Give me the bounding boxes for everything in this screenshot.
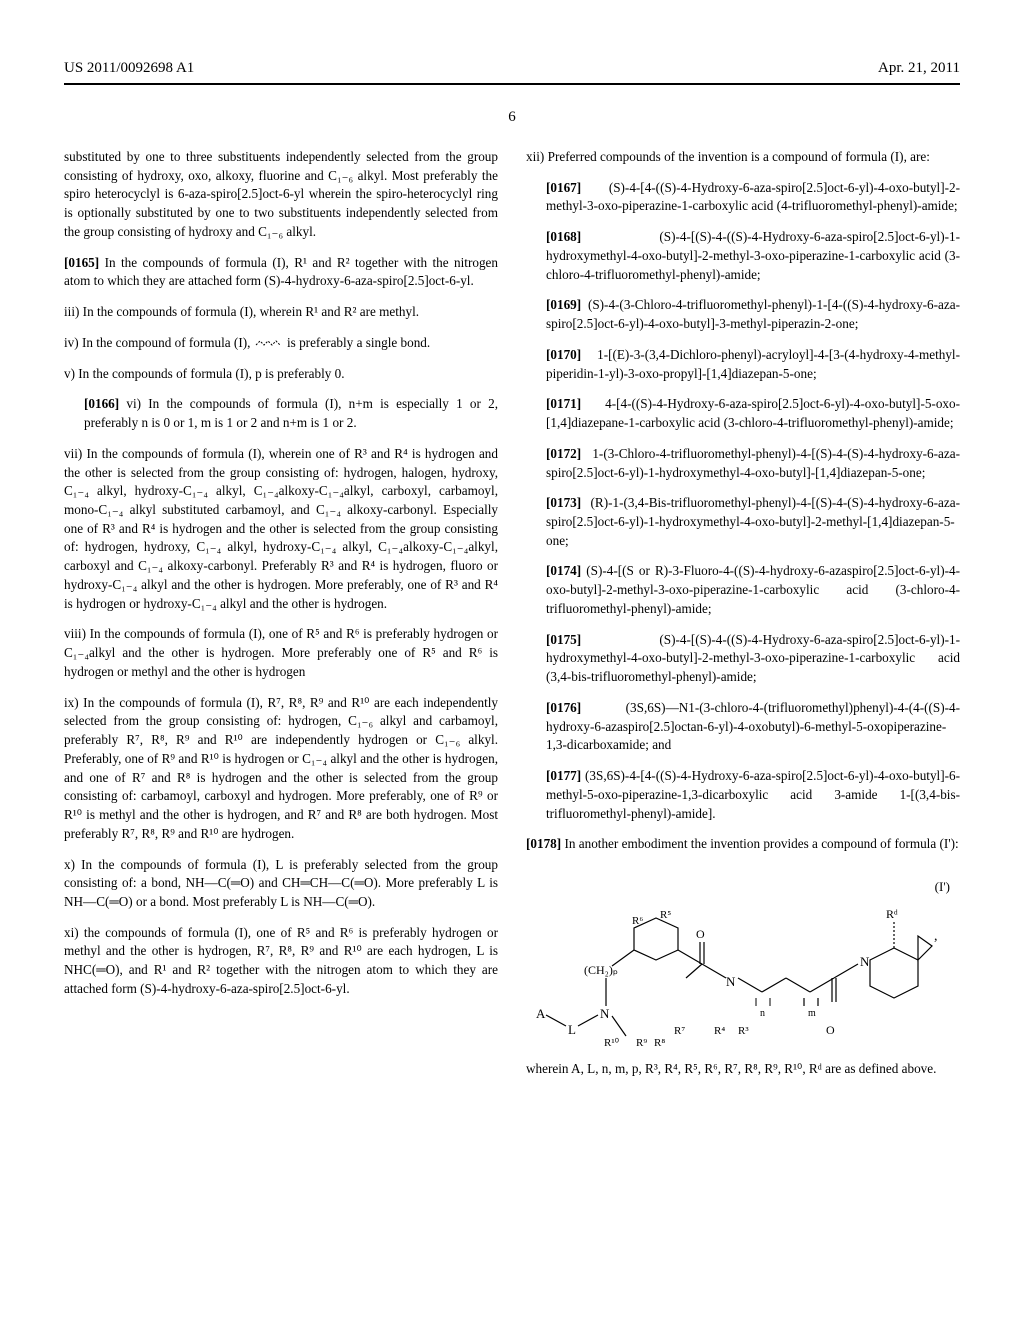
para-ref: [0165] (64, 255, 99, 270)
para-ref: [0174] (546, 563, 581, 578)
atom-label: R⁵ (660, 909, 671, 921)
body-text: iii) In the compounds of formula (I), wh… (64, 303, 498, 322)
atom-label: R⁸ (654, 1037, 665, 1048)
page-header: US 2011/0092698 A1 Apr. 21, 2011 (64, 60, 960, 77)
para-ref: [0175] (546, 632, 581, 647)
chemical-structure-icon: A L N (CH₂)ₚ R⁶ R⁵ (526, 878, 946, 1048)
body-span: (3S,6S)-4-[4-((S)-4-Hydroxy-6-aza-spiro[… (546, 768, 960, 820)
atom-label: L (568, 1022, 576, 1037)
atom-label: n (760, 1008, 765, 1019)
body-span: iv) In the compound of formula (I), (64, 335, 254, 350)
list-item: [0177] (3S,6S)-4-[4-((S)-4-Hydroxy-6-aza… (526, 767, 960, 823)
body-text: xii) Preferred compounds of the inventio… (526, 148, 960, 167)
atom-label: N (726, 974, 736, 989)
formula-label: (I') (935, 878, 950, 896)
atom-label: R⁶ (632, 915, 643, 927)
header-rule (64, 83, 960, 85)
para-ref: [0173] (546, 495, 581, 510)
atom-label: O (696, 927, 705, 941)
para-ref: [0166] (84, 396, 119, 411)
text-columns: substituted by one to three substituents… (64, 148, 960, 1091)
para-ref: [0176] (546, 700, 581, 715)
body-text: [0166] vi) In the compounds of formula (… (64, 395, 498, 432)
right-column: xii) Preferred compounds of the inventio… (526, 148, 960, 1091)
list-item: [0170] 1-[(E)-3-(3,4-Dichloro-phenyl)-ac… (526, 346, 960, 383)
list-item: [0175] (S)-4-[(S)-4-((S)-4-Hydroxy-6-aza… (526, 631, 960, 687)
body-text: [0178] In another embodiment the inventi… (526, 835, 960, 854)
atom-label: Rᵈ (886, 907, 898, 921)
para-ref: [0170] (546, 347, 581, 362)
list-item: [0176] (3S,6S)—N1-(3-chloro-4-(trifluoro… (526, 699, 960, 755)
para-ref: [0177] (546, 768, 581, 783)
body-span: (S)-4-[(S)-4-((S)-4-Hydroxy-6-aza-spiro[… (546, 632, 960, 684)
para-ref: [0168] (546, 229, 581, 244)
atom-label: O (826, 1023, 835, 1037)
body-span: (S)-4-[(S)-4-((S)-4-Hydroxy-6-aza-spiro[… (546, 229, 960, 281)
body-span: (R)-1-(3,4-Bis-trifluoromethyl-phenyl)-4… (546, 495, 960, 547)
body-text: v) In the compounds of formula (I), p is… (64, 365, 498, 384)
body-span: (S)-4-[4-((S)-4-Hydroxy-6-aza-spiro[2.5]… (546, 180, 960, 214)
body-span: (S)-4-[(S or R)-3-Fluoro-4-((S)-4-hydrox… (546, 563, 960, 615)
body-text: substituted by one to three substituents… (64, 148, 498, 242)
atom-label: R¹⁰ (604, 1037, 620, 1048)
list-item: [0171] 4-[4-((S)-4-Hydroxy-6-aza-spiro[2… (526, 395, 960, 432)
body-text: viii) In the compounds of formula (I), o… (64, 625, 498, 681)
body-span: 1-[(E)-3-(3,4-Dichloro-phenyl)-acryloyl]… (546, 347, 960, 381)
page-container: US 2011/0092698 A1 Apr. 21, 2011 6 subst… (0, 0, 1024, 1131)
doc-date: Apr. 21, 2011 (878, 60, 960, 77)
body-text: x) In the compounds of formula (I), L is… (64, 856, 498, 912)
body-span: (3S,6S)—N1-(3-chloro-4-(trifluoromethyl)… (546, 700, 960, 752)
body-span: (S)-4-(3-Chloro-4-trifluoromethyl-phenyl… (546, 297, 960, 331)
list-item: [0172] 1-(3-Chloro-4-trifluoromethyl-phe… (526, 445, 960, 482)
para-ref: [0167] (546, 180, 581, 195)
atom-label: R⁹ (636, 1037, 647, 1048)
list-item: [0169] (S)-4-(3-Chloro-4-trifluoromethyl… (526, 296, 960, 333)
doc-number: US 2011/0092698 A1 (64, 60, 194, 77)
atom-label: R³ (738, 1025, 749, 1037)
chemical-formula: (I') A L N (CH₂)ₚ (526, 878, 960, 1048)
body-text: ix) In the compounds of formula (I), R⁷,… (64, 694, 498, 844)
body-text: [0165] In the compounds of formula (I), … (64, 254, 498, 291)
para-ref: [0171] (546, 396, 581, 411)
body-span: In another embodiment the invention prov… (561, 836, 959, 851)
para-ref: [0178] (526, 836, 561, 851)
body-text: vii) In the compounds of formula (I), wh… (64, 445, 498, 614)
list-item: [0167] (S)-4-[4-((S)-4-Hydroxy-6-aza-spi… (526, 179, 960, 216)
list-item: [0173] (R)-1-(3,4-Bis-trifluoromethyl-ph… (526, 494, 960, 550)
page-number: 6 (64, 109, 960, 126)
left-column: substituted by one to three substituents… (64, 148, 498, 1091)
atom-label: R⁷ (674, 1025, 685, 1037)
body-text: xi) the compounds of formula (I), one of… (64, 924, 498, 999)
wavy-bond-icon (254, 335, 284, 349)
body-text: iv) In the compound of formula (I), is p… (64, 334, 498, 353)
body-span: vi) In the compounds of formula (I), n+m… (84, 396, 498, 430)
list-item: [0168] (S)-4-[(S)-4-((S)-4-Hydroxy-6-aza… (526, 228, 960, 284)
list-item: [0174] (S)-4-[(S or R)-3-Fluoro-4-((S)-4… (526, 562, 960, 618)
atom-label: R⁴ (714, 1025, 725, 1037)
body-span: 4-[4-((S)-4-Hydroxy-6-aza-spiro[2.5]oct-… (546, 396, 960, 430)
para-ref: [0172] (546, 446, 581, 461)
atom-label: A (536, 1006, 546, 1021)
body-span: In the compounds of formula (I), R¹ and … (64, 255, 498, 289)
body-span: is preferably a single bond. (284, 335, 431, 350)
atom-label: N (600, 1006, 610, 1021)
atom-label: N (860, 954, 870, 969)
body-span: 1-(3-Chloro-4-trifluoromethyl-phenyl)-4-… (546, 446, 960, 480)
para-ref: [0169] (546, 297, 581, 312)
atom-label: m (808, 1008, 816, 1019)
body-text: wherein A, L, n, m, p, R³, R⁴, R⁵, R⁶, R… (526, 1060, 960, 1079)
comma: , (934, 929, 938, 944)
